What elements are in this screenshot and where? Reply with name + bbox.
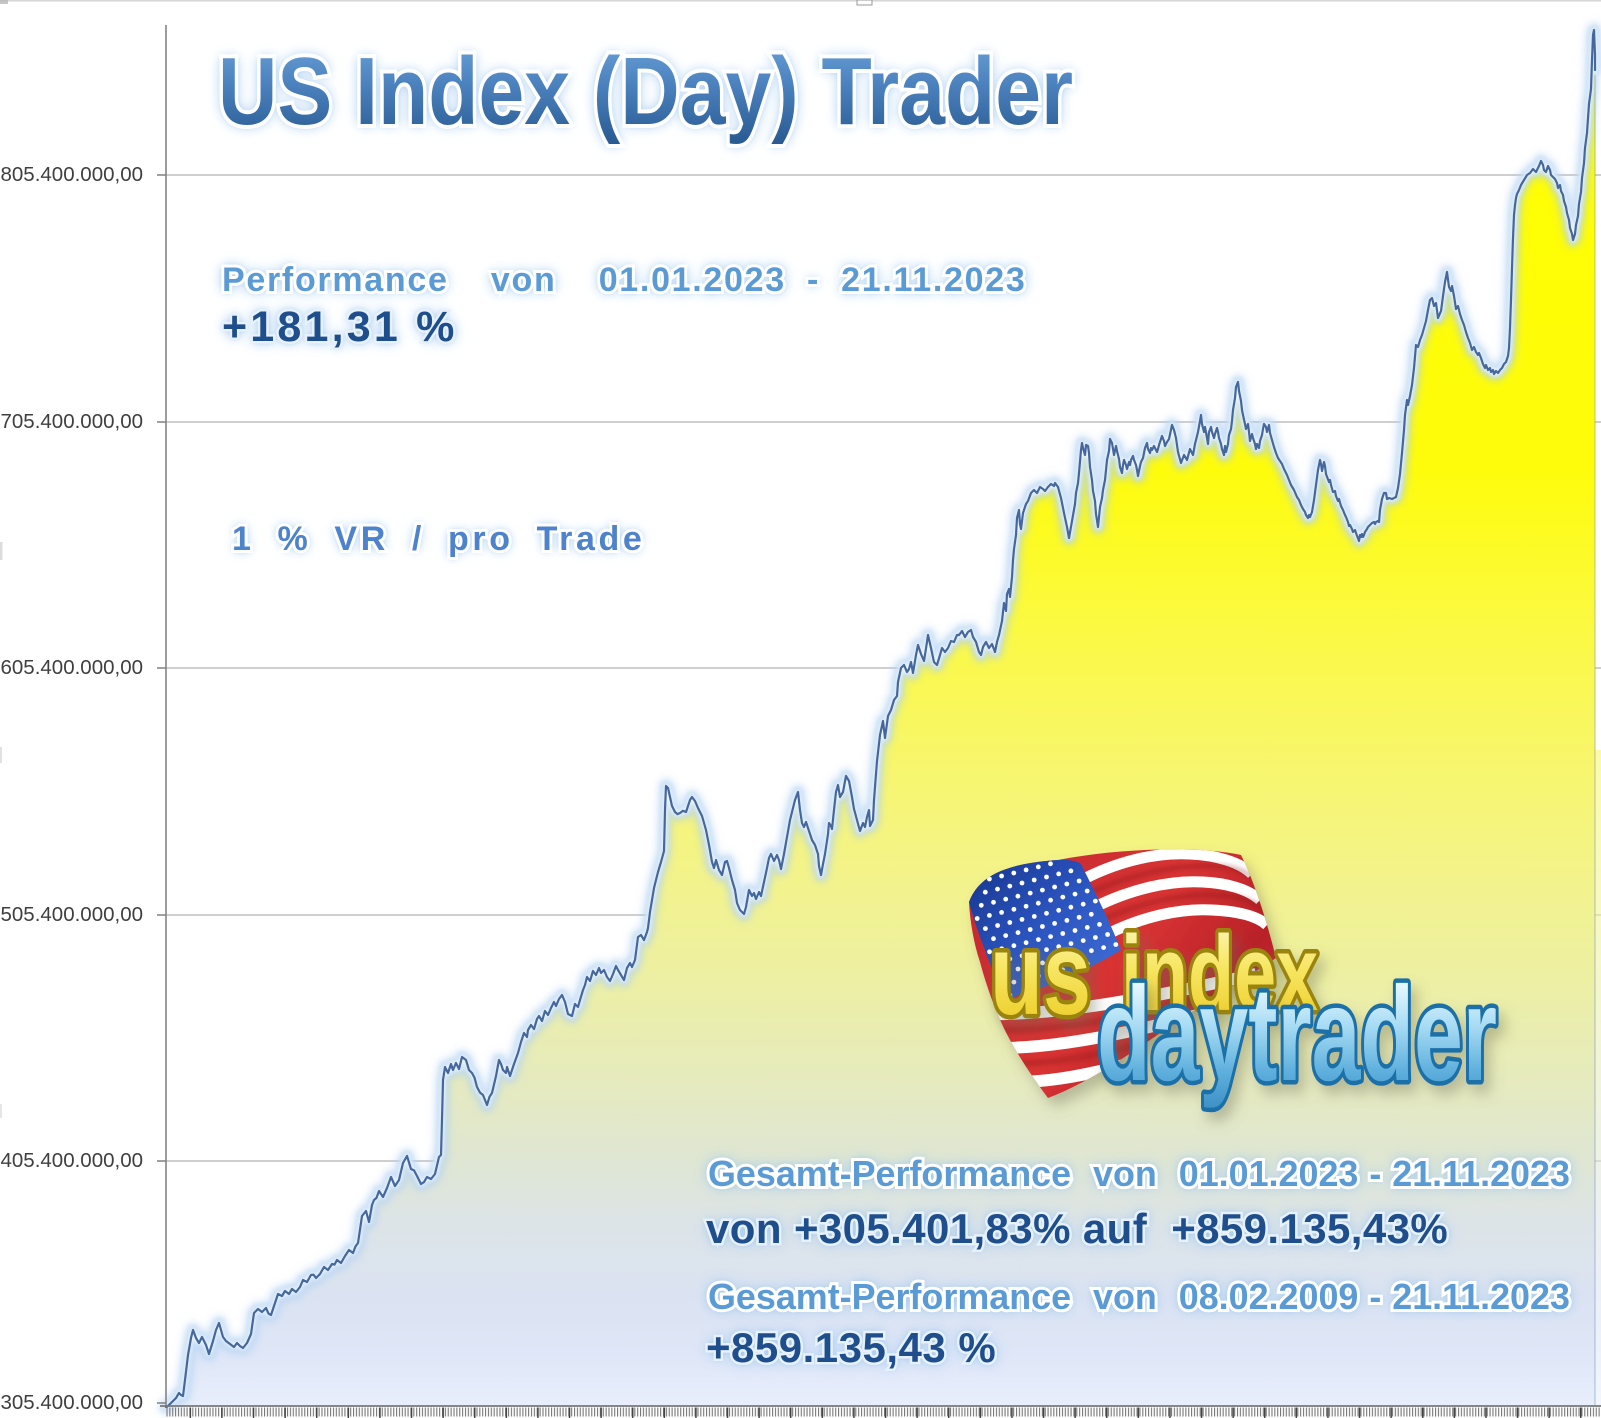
svg-text:daytrader: daytrader (1097, 960, 1497, 1109)
svg-text:index: index (1121, 913, 1318, 1033)
svg-text:us: us (990, 909, 1091, 1039)
